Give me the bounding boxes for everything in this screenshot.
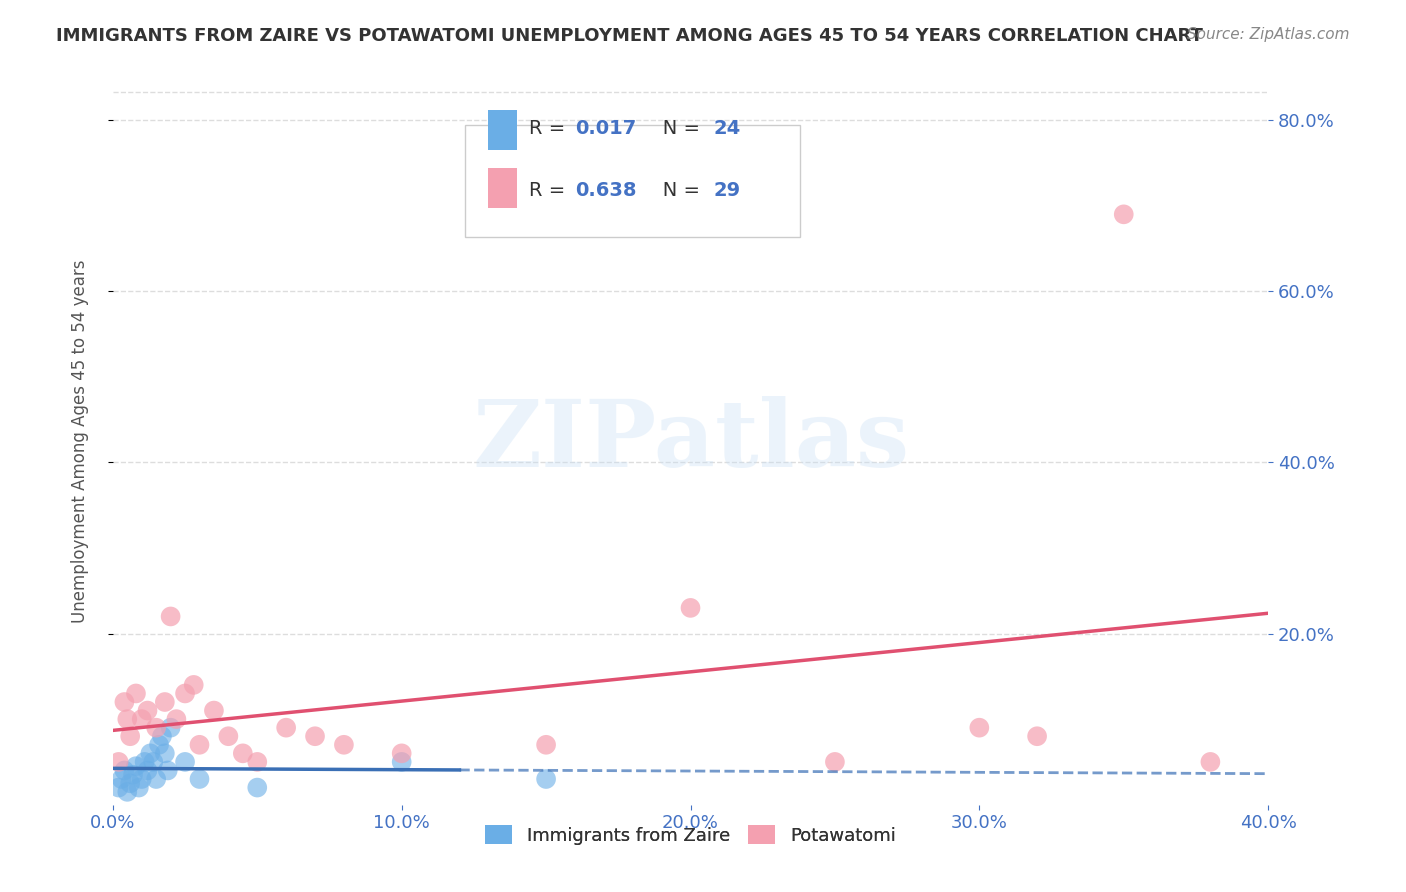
Y-axis label: Unemployment Among Ages 45 to 54 years: Unemployment Among Ages 45 to 54 years [72,260,89,623]
Point [142,755,165,769]
Point [120,729,142,743]
Point [333,738,356,752]
Point [136,704,159,718]
Text: ZIPatlas: ZIPatlas [472,396,910,486]
Point [136,764,159,778]
Point [125,759,148,773]
Point [131,712,153,726]
Point [131,772,153,786]
Point [174,686,197,700]
Point [156,764,179,778]
Point [128,780,150,795]
Point [1026,729,1049,743]
Text: 0.638: 0.638 [575,181,637,200]
Point [139,747,162,761]
Point [174,755,197,769]
Point [112,695,135,709]
Text: 0.017: 0.017 [575,119,637,138]
Text: N =: N = [644,181,707,200]
Bar [488,111,517,150]
Point [824,755,846,769]
Point [117,712,139,726]
Bar [488,169,517,209]
Point [188,772,211,786]
Point [110,772,132,786]
Point [148,738,170,752]
Text: R =: R = [529,119,571,138]
Point [534,772,557,786]
Point [134,755,156,769]
Point [145,772,167,786]
Point [232,747,254,761]
Point [1199,755,1222,769]
Point [150,729,173,743]
Point [969,721,991,735]
Point [107,755,129,769]
Point [246,780,269,795]
Point [112,764,135,778]
Point [153,695,176,709]
Point [391,755,413,769]
Point [120,776,142,790]
Text: IMMIGRANTS FROM ZAIRE VS POTAWATOMI UNEMPLOYMENT AMONG AGES 45 TO 54 YEARS CORRE: IMMIGRANTS FROM ZAIRE VS POTAWATOMI UNEM… [56,27,1204,45]
Point [391,747,413,761]
Point [153,747,176,761]
Point [304,729,326,743]
Point [1112,207,1135,221]
Legend: Immigrants from Zaire, Potawatomi: Immigrants from Zaire, Potawatomi [477,816,904,854]
Point [107,780,129,795]
Point [159,721,181,735]
Point [246,755,269,769]
Point [188,738,211,752]
Text: R =: R = [529,181,571,200]
Point [202,704,225,718]
Text: N =: N = [644,119,707,138]
Point [217,729,239,743]
Point [534,738,557,752]
Point [183,678,205,692]
Point [276,721,298,735]
Text: Source: ZipAtlas.com: Source: ZipAtlas.com [1187,27,1350,42]
Point [165,712,187,726]
Point [145,721,167,735]
Point [159,609,181,624]
Point [125,686,148,700]
Point [122,768,145,782]
Point [117,785,139,799]
Text: 24: 24 [714,119,741,138]
Point [679,600,702,615]
FancyBboxPatch shape [465,125,800,237]
Text: 29: 29 [714,181,741,200]
